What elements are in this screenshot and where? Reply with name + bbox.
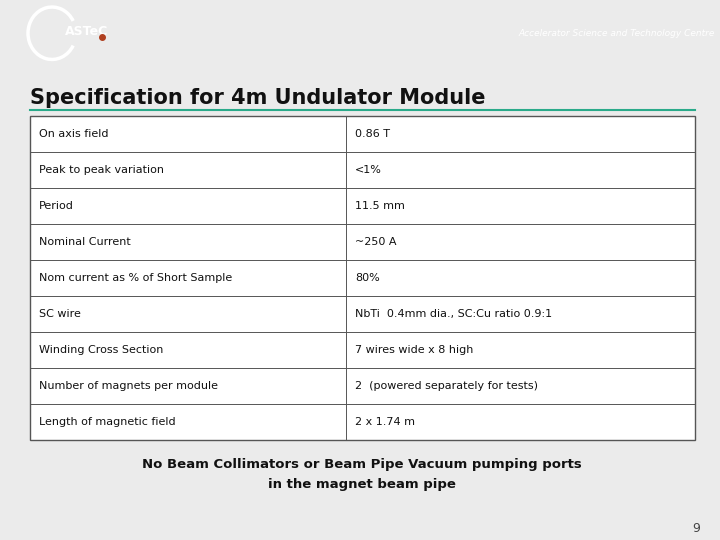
Text: Winding Cross Section: Winding Cross Section: [39, 345, 163, 355]
Text: Specification for 4m Undulator Module: Specification for 4m Undulator Module: [30, 89, 485, 109]
Text: SC wire: SC wire: [39, 309, 81, 319]
Text: 80%: 80%: [355, 273, 379, 284]
Text: 0.86 T: 0.86 T: [355, 130, 390, 139]
Text: 2 x 1.74 m: 2 x 1.74 m: [355, 417, 415, 427]
Text: On axis field: On axis field: [39, 130, 109, 139]
Text: NbTi  0.4mm dia., SC:Cu ratio 0.9:1: NbTi 0.4mm dia., SC:Cu ratio 0.9:1: [355, 309, 552, 319]
Bar: [30, 117, 695, 440]
Text: 2  (powered separately for tests): 2 (powered separately for tests): [355, 381, 538, 391]
Text: No Beam Collimators or Beam Pipe Vacuum pumping ports
in the magnet beam pipe: No Beam Collimators or Beam Pipe Vacuum …: [142, 458, 582, 491]
Text: Accelerator Science and Technology Centre: Accelerator Science and Technology Centr…: [518, 29, 715, 38]
Text: 11.5 mm: 11.5 mm: [355, 201, 405, 211]
Text: Length of magnetic field: Length of magnetic field: [39, 417, 176, 427]
Text: 7 wires wide x 8 high: 7 wires wide x 8 high: [355, 345, 473, 355]
Text: <1%: <1%: [355, 165, 382, 176]
Text: ~250 A: ~250 A: [355, 237, 397, 247]
Text: 9: 9: [692, 522, 700, 535]
Text: Peak to peak variation: Peak to peak variation: [39, 165, 164, 176]
Text: Period: Period: [39, 201, 74, 211]
Text: Nominal Current: Nominal Current: [39, 237, 131, 247]
Text: Number of magnets per module: Number of magnets per module: [39, 381, 218, 391]
Text: ASTeC: ASTeC: [65, 25, 108, 38]
Text: Nom current as % of Short Sample: Nom current as % of Short Sample: [39, 273, 233, 284]
